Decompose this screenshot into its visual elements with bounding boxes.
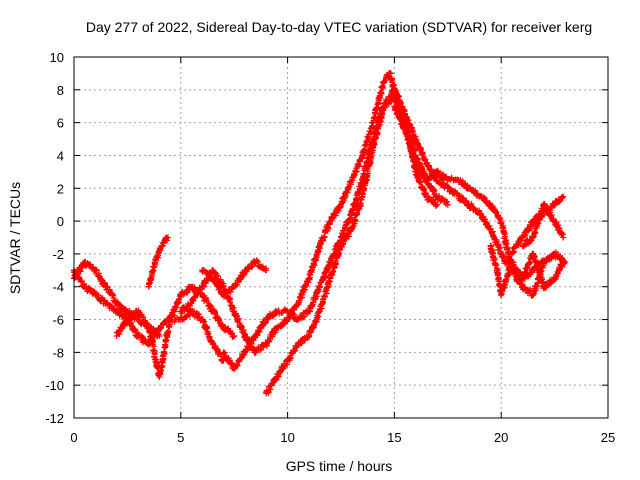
trace-marker <box>95 292 102 299</box>
trace-marker <box>146 280 153 287</box>
x-tick-label: 15 <box>387 430 401 445</box>
y-axis-label: SDTVAR / TECUs <box>7 182 23 294</box>
y-tick-label: -8 <box>52 345 64 360</box>
x-tick-label: 25 <box>601 430 615 445</box>
trace-marker <box>227 299 233 305</box>
y-tick-label: 4 <box>57 148 64 163</box>
trace-marker <box>148 274 155 281</box>
trace-marker <box>97 276 104 282</box>
trace-marker <box>118 325 125 332</box>
y-tick-label: 10 <box>50 50 64 65</box>
trace-marker <box>123 320 130 327</box>
trace-marker <box>216 316 223 323</box>
series-track-4 <box>145 234 171 290</box>
y-tick-label: -10 <box>45 378 64 393</box>
trace-marker <box>194 291 201 298</box>
trace-marker <box>203 298 210 305</box>
x-tick-label: 5 <box>177 430 184 445</box>
y-tick-label: 2 <box>57 181 64 196</box>
trace-marker <box>214 273 221 279</box>
chart-title: Day 277 of 2022, Sidereal Day-to-day VTE… <box>86 19 592 35</box>
data-series <box>71 70 569 397</box>
y-tick-label: 6 <box>57 116 64 131</box>
x-tick-label: 10 <box>280 430 294 445</box>
trace-marker <box>101 280 108 287</box>
trace-marker <box>160 242 166 249</box>
trace-marker <box>199 317 206 324</box>
trace-marker <box>173 304 179 310</box>
y-tick-label: 8 <box>57 83 64 98</box>
trace-marker <box>131 313 138 320</box>
y-tick-label: 0 <box>57 214 64 229</box>
series-track-2 <box>71 267 227 364</box>
y-tick-label: -12 <box>45 411 64 426</box>
y-tick-label: -6 <box>52 313 64 328</box>
data-point <box>231 333 238 339</box>
x-tick-label: 20 <box>494 430 508 445</box>
trace-marker <box>79 264 86 271</box>
x-tick-label: 0 <box>70 430 77 445</box>
trace-marker <box>164 237 170 244</box>
data-point <box>165 234 171 241</box>
y-tick-label: -2 <box>52 247 64 262</box>
x-axis-label: GPS time / hours <box>286 458 393 474</box>
trace-marker <box>205 330 212 337</box>
y-tick-label: -4 <box>52 280 64 295</box>
